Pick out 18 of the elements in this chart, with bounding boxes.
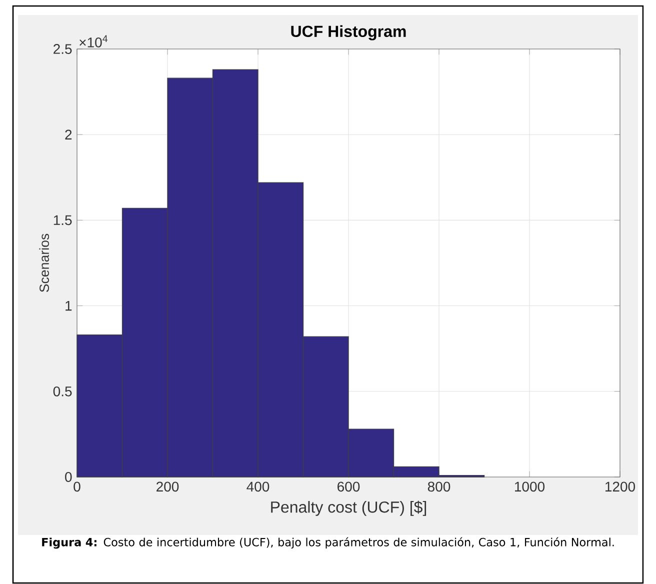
y-tick-label: 1 (66, 300, 72, 311)
x-tick-label: 800 (428, 482, 450, 492)
x-tick-label: 1200 (605, 482, 636, 492)
y-tick-label: 2.5 (54, 44, 72, 54)
x-tick-label: 600 (338, 482, 360, 492)
x-tick-label: 400 (246, 482, 270, 492)
y-tick-label: 0.5 (53, 386, 72, 396)
y-axis-title: Scenarios (39, 234, 50, 292)
y-tick-label: 1.5 (54, 215, 72, 226)
text: ×10$^{4}$ (80, 35, 108, 48)
x-axis-title: Penalty cost (UCF) [$] (271, 500, 426, 516)
y-tick-label: 0 (65, 472, 72, 482)
x-tick-label: 200 (156, 482, 179, 492)
text: Figura 4: Costo de incertidumbre (UCF), bajo los parámetros de simulación, Caso 1, Función Normal. (42, 537, 614, 549)
y-tick-label: 2 (65, 130, 72, 140)
x-tick-label: 1000 (515, 482, 545, 492)
chart-title: UCF Histogram (291, 25, 406, 40)
x-tick-label: 0 (74, 482, 80, 492)
